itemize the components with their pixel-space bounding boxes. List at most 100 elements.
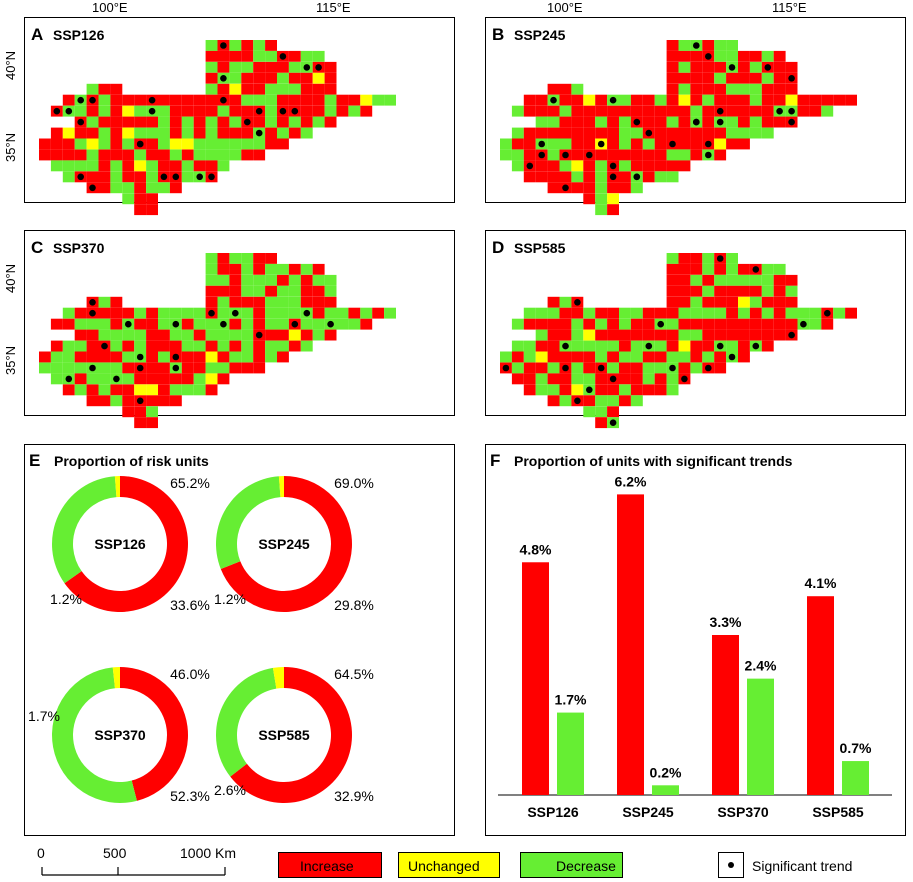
map-cell [74,307,87,319]
map-cell [607,138,619,150]
map-cell [229,274,242,286]
map-cell [845,307,857,319]
significant-trend-dot [291,320,299,328]
map-cell [39,138,51,150]
map-cell [559,105,572,117]
significant-trend-dot [53,107,61,115]
map-cell [738,61,750,73]
bar-chart: 4.8% 1.7% SSP126 6.2% 0.2% SSP245 3.3% 2.4% SSP3… [498,473,892,820]
map-cell [169,149,182,161]
map-cell [62,171,75,183]
donut-slice-unchanged [278,476,284,498]
map-cell [241,285,254,297]
map-cell [146,373,158,385]
map-cell [74,149,87,161]
map-cell [642,94,655,106]
map-cell [749,329,762,341]
map-cell [654,138,667,150]
map-cell [666,253,679,264]
map-cell [205,329,218,341]
map-cell [595,94,608,106]
map-cell [205,253,218,264]
map-cell [241,351,254,363]
map-cell [98,105,111,117]
map-cell [205,72,218,84]
map-cell [547,340,560,352]
map-cell [134,340,147,352]
significant-trend-dot [716,107,724,115]
map-cell [110,94,123,106]
significant-trend-dot [705,53,712,60]
map-cell [726,285,738,297]
map-cell [169,160,182,172]
donut-slice-increase [220,476,352,612]
map-cell [511,149,524,161]
map-cell [300,94,313,106]
donut-slice-decrease [216,476,281,570]
map-cell [607,318,619,330]
map-cell [595,171,608,183]
map-cell [50,362,63,374]
donut-center-label: SSP126 [94,536,146,552]
map-cell [666,351,679,363]
map-cell [169,94,182,106]
map-cell [654,373,667,385]
map-cell [678,307,691,319]
map-cell [158,362,170,374]
map-cell [654,340,667,352]
map-cell [690,94,703,106]
map-cell [702,72,715,84]
panel-title: SSP126 [53,27,105,43]
map-cell [607,204,619,216]
map-cell [288,285,301,297]
map-cell [277,274,289,286]
significant-trend-dot [693,42,700,49]
map-cell [134,373,147,385]
map-cell [583,138,596,150]
donut-slice-unchanged [272,667,284,689]
map-cell [288,61,301,73]
legend-swatch-unchanged [398,852,500,878]
significant-trend-dot [172,173,180,181]
significant-trend-dot [172,320,180,328]
map-cell [714,149,727,161]
donut-slice-increase [64,476,188,612]
map-cell [535,384,548,396]
map-cell [690,285,703,297]
map-cell [62,384,75,396]
significant-trend-dot [77,118,84,126]
map-cell [690,296,703,308]
significant-trend-dot [597,364,605,372]
map-cell [181,307,194,319]
map-cell [265,94,277,106]
map-cell [50,340,63,352]
map-cell [169,395,182,407]
map-cell [134,116,147,128]
map-cell [749,285,762,297]
map-cell [74,105,87,117]
map-cell [583,373,596,385]
map-cell [158,351,170,363]
map-cell [619,373,631,385]
map-cell [110,149,123,161]
significant-trend-dot [764,64,772,71]
map-cell [288,296,301,308]
donut-unchanged-label: 1.2% [214,591,246,607]
map-cell [523,138,536,150]
map-cell [630,307,643,319]
map-cell [773,61,786,73]
map-cell [642,160,655,172]
map-cell [169,138,182,150]
map-cell [761,296,774,308]
map-cell [205,61,218,73]
map-cell [833,94,846,106]
panel-title: Proportion of units with significant tre… [514,453,793,469]
map-cell [98,318,111,330]
map-cell [98,138,111,150]
map-cell [134,94,147,106]
map-cell [523,351,536,363]
map-cell [583,94,596,106]
map-cell [654,351,667,363]
bar-increase [807,596,834,795]
map-cell [384,307,396,319]
